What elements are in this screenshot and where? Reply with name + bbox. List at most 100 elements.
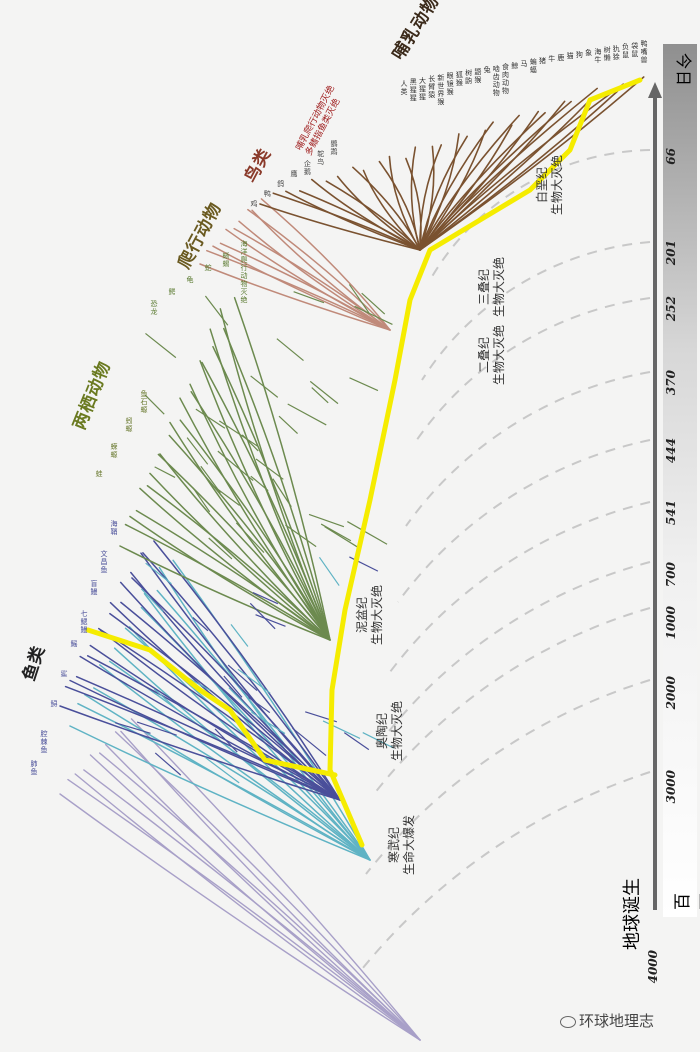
amphibian-branch	[160, 454, 330, 640]
extinction-cretaceous: 白垩纪 生物大灭绝	[535, 155, 565, 215]
time-ring	[382, 562, 650, 740]
reptile-species-label: 海洋爬行动物灭绝	[240, 240, 248, 304]
mammal-species-label: 食肉动物	[502, 63, 510, 95]
interior-twig	[205, 296, 227, 325]
fish-species-label: 肺鱼	[30, 760, 38, 776]
watermark: 环球地理志	[560, 1010, 654, 1031]
amphibian-species-label: 蛙	[95, 470, 103, 478]
interior-twig	[146, 563, 172, 584]
interior-twig	[350, 378, 378, 391]
mammal-species-label: 眼镜猴	[446, 72, 454, 96]
mammal-species-label: 负鼠	[622, 43, 630, 59]
mammal-species-label: 蝙蝠	[529, 58, 537, 74]
tick-252: 252	[664, 296, 686, 321]
mammal-species-label: 鸭嘴兽	[640, 40, 648, 64]
time-ring	[398, 440, 650, 602]
fish-species-label: 文昌鱼	[100, 550, 108, 574]
interior-twig	[288, 404, 327, 425]
mammal-species-label: 鲸	[511, 62, 519, 70]
tick-2000: 2000	[664, 676, 686, 709]
bird-species-label: 企鹅	[303, 160, 311, 176]
mammal-species-label: 牛	[548, 55, 556, 63]
interior-twig	[347, 522, 387, 545]
interior-twig	[277, 339, 304, 361]
tick-700: 700	[664, 562, 686, 587]
mammal-species-label: 猫	[566, 52, 574, 60]
bird-species-label: 鸡	[250, 200, 258, 208]
interior-twig	[279, 416, 298, 433]
amphibian-species-label: 蝾螈	[110, 443, 118, 459]
mammal-species-label: 狐猴	[455, 71, 463, 87]
mammal-species-label: 鼯猴	[474, 68, 482, 84]
fish-species-label: 鲨	[60, 670, 68, 678]
mammal-species-label: 大猩猩	[418, 77, 426, 101]
reptile-species-label: 恐龙	[150, 300, 158, 316]
mammal-species-label: 黑猩猩	[409, 78, 417, 102]
wechat-icon	[560, 1016, 576, 1028]
mammal-species-label: 袋鼠	[631, 42, 639, 58]
mammal-species-label: 树懒	[603, 46, 611, 62]
tick-541: 541	[664, 500, 686, 525]
interior-twig	[321, 524, 351, 541]
mammal-species-label: 狗	[575, 51, 583, 59]
extinction-triassic: 三叠纪 生物大灭绝	[477, 257, 507, 317]
tick-201: 201	[664, 240, 686, 265]
fish-species-label: 鳐	[70, 640, 78, 648]
mammal-species-label: 新世界猴	[437, 74, 445, 106]
tick-66: 66	[664, 148, 686, 165]
tick-444: 444	[664, 438, 686, 463]
interior-twig	[193, 488, 210, 512]
interior-twig	[310, 381, 338, 403]
mammal-species-label: 马	[520, 60, 528, 68]
mammal-species-label: 犰狳	[612, 45, 620, 61]
mammal-species-label: 啮齿动物	[492, 65, 500, 97]
fish-species-label: 腔棘鱼	[40, 730, 48, 754]
bird-species-label: 鸭	[263, 190, 271, 198]
fish-species-label: 海鞘	[110, 520, 118, 536]
basal-lineage-branch	[60, 794, 420, 1040]
time-axis-arrowhead	[648, 82, 662, 98]
fish-species-label: 七鳃鳗	[80, 610, 88, 634]
interior-twig	[145, 333, 175, 357]
reptile-species-label: 龟	[186, 276, 194, 284]
earth-birth-label: 地球诞生	[618, 878, 644, 950]
amphibian-species-label: 鱼石螈	[140, 390, 148, 414]
mammal-species-label: 兔	[483, 66, 491, 74]
interior-twig	[319, 557, 339, 585]
mammal-species-label: 海牛	[594, 48, 602, 64]
bird-species-label: 鸵鸟	[317, 150, 325, 166]
time-ring	[414, 298, 650, 444]
time-ring	[390, 502, 650, 672]
reptile-species-label: 蛇	[204, 264, 212, 272]
mammal-branch	[406, 158, 421, 250]
extinction-cambrian: 寒武纪 生命大爆发	[387, 815, 417, 875]
mammal-species-label: 鹿	[557, 54, 565, 62]
axis-today-label: 今日	[673, 53, 697, 87]
bird-species-label: 鸽	[277, 180, 285, 188]
mammal-species-label: 树鼩	[465, 69, 473, 85]
amphibian-species-label: 蚓螈	[125, 417, 133, 433]
bird-species-label: 鹦鹉	[330, 140, 338, 156]
extinction-permian: 二叠纪 生物大灭绝	[477, 325, 507, 385]
tick-4000: 4000	[646, 950, 668, 983]
fish-species-label: 鲟	[50, 700, 58, 708]
interior-twig	[344, 733, 369, 750]
tick-3000: 3000	[664, 770, 686, 803]
tick-370: 370	[664, 370, 686, 395]
mammal-species-label: 人类	[400, 80, 408, 96]
time-ring	[422, 242, 650, 380]
mammal-species-label: 猪	[538, 57, 546, 65]
extinction-ordovician: 奥陶纪 生物大灭绝	[375, 701, 405, 761]
mammal-species-label: 长臂猿	[428, 75, 436, 99]
interior-twig	[251, 376, 278, 397]
extinction-devonian: 泥盆纪 生物大灭绝	[355, 585, 385, 645]
mammal-species-label: 象	[585, 49, 593, 57]
reptile-species-label: 蜥蜴	[222, 252, 230, 268]
axis-title: 百万年以前	[668, 878, 700, 910]
interior-twig	[325, 527, 360, 549]
mammal-branch	[312, 180, 420, 250]
interior-twig	[201, 466, 221, 493]
tick-1000: 1000	[664, 606, 686, 639]
